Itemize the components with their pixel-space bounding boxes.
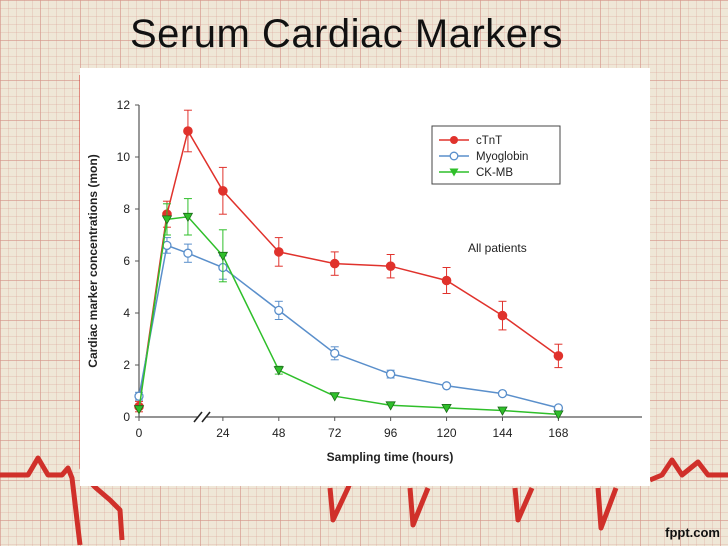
data-point [497, 310, 508, 321]
x-tick-label: 48 [272, 426, 286, 440]
x-tick-label: 144 [492, 426, 512, 440]
ecg-right-waveform [649, 457, 728, 483]
y-tick-label: 8 [123, 202, 130, 216]
y-tick-label: 6 [123, 254, 130, 268]
legend-label: Myoglobin [476, 151, 528, 163]
data-point [273, 366, 284, 376]
data-point [183, 248, 193, 258]
chart-panel: 0 2 4 6 8 10 12 0 24 48 72 96 120 144 168 cTnT Myoglobi… [80, 68, 650, 486]
y-tick-label: 12 [117, 98, 131, 112]
ecg-bottom-mark-2 [407, 487, 431, 528]
data-point [553, 410, 564, 420]
data-point [218, 186, 228, 196]
data-point [182, 212, 194, 223]
x-tick-label: 24 [216, 426, 230, 440]
data-point [385, 401, 396, 411]
data-point [329, 392, 340, 402]
data-point [329, 258, 340, 269]
data-point [497, 406, 508, 416]
series-line [138, 244, 559, 409]
data-point [553, 351, 564, 361]
slide-title: Serum Cardiac Markers [130, 12, 563, 56]
y-axis-title: Cardiac marker concentrations (mon) [86, 154, 100, 367]
legend-marker [449, 151, 459, 161]
axis-break-mark [193, 411, 203, 423]
data-point [497, 388, 508, 399]
axis-break-mark [201, 411, 211, 423]
data-point [385, 261, 396, 271]
data-point [441, 403, 452, 414]
legend-marker [449, 168, 459, 177]
series-line [138, 129, 559, 407]
y-tick-label: 2 [123, 358, 130, 372]
x-tick-label: 72 [328, 426, 342, 440]
y-tick-label: 10 [117, 150, 131, 164]
series-line [138, 216, 559, 416]
x-tick-label: 168 [548, 426, 568, 440]
data-point [441, 275, 452, 286]
annotation-all-patients: All patients [468, 241, 527, 255]
legend-label: CK-MB [476, 167, 513, 179]
x-tick-label: 120 [437, 426, 457, 440]
legend-label: cTnT [476, 135, 502, 147]
data-point [133, 405, 145, 415]
series-ck-mb [133, 198, 564, 420]
data-point [385, 369, 396, 379]
ecg-left-waveform [0, 455, 83, 546]
data-point [441, 381, 452, 391]
x-tick-label: 0 [136, 426, 143, 440]
legend: cTnT Myoglobin CK-MB [431, 125, 561, 185]
y-tick-label: 4 [123, 306, 130, 320]
x-axis-title: Sampling time (hours) [327, 450, 454, 464]
ecg-bottom-mark-3 [512, 486, 535, 523]
brand-watermark: fppt.com [665, 525, 720, 540]
ecg-bottom-mark-4 [595, 487, 619, 531]
data-point [183, 126, 193, 136]
data-point [330, 348, 340, 358]
data-point [161, 215, 173, 225]
y-tick-label: 0 [123, 410, 130, 424]
x-tick-label: 96 [384, 426, 398, 440]
data-point [217, 251, 229, 262]
legend-marker [450, 136, 458, 144]
series-layer [133, 109, 564, 420]
data-point [274, 305, 284, 316]
data-point [274, 247, 284, 257]
